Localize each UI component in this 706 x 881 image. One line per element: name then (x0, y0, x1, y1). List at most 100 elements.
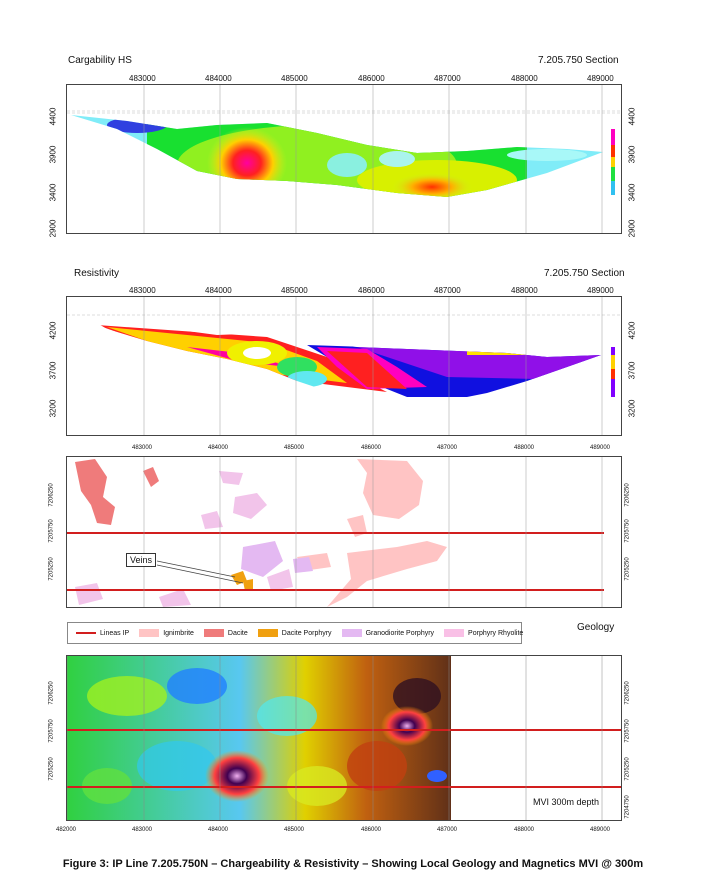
chargeability-title: Cargability HS (68, 55, 132, 66)
mvi-xtick: 482000 (56, 827, 77, 833)
chargeability-xtick: 489000 (587, 74, 614, 83)
resistivity-xtick: 487000 (434, 286, 461, 295)
resistivity-frame (66, 296, 622, 436)
chargeability-ytick: 4400 (48, 107, 58, 126)
mvi-frame (66, 655, 622, 821)
veins-leader-line (156, 560, 236, 578)
legend-label: Lineas IP (100, 629, 130, 637)
resistivity-xtick: 484000 (205, 286, 232, 295)
legend-item: Porphyry Rhyolite (444, 629, 523, 637)
geology-ytick-right: 7206250 (624, 483, 631, 507)
chargeability-ytick-right: 3400 (627, 183, 637, 202)
mvi-xtick: 484000 (208, 827, 229, 833)
resistivity-section-plot (67, 297, 621, 435)
geology-xgrid (143, 457, 603, 607)
chargeability-ytick-right: 3900 (627, 145, 637, 164)
legend-label: Granodiorite Porphyry (365, 629, 435, 637)
chargeability-xtick: 486000 (358, 74, 385, 83)
mvi-depth-label: MVI 300m depth (533, 797, 600, 807)
mvi-xtick: 483000 (132, 827, 153, 833)
resistivity-xtick: 489000 (587, 286, 614, 295)
mvi-ytick-right: 7204750 (624, 795, 631, 819)
geology-ytick: 7206250 (48, 483, 55, 507)
geology-legend: Lineas IP Ignimbrite Dacite Dacite Porph… (67, 622, 523, 644)
chargeability-xtick: 487000 (434, 74, 461, 83)
geology-ytick-right: 7205250 (624, 557, 631, 581)
legend-swatch (257, 629, 278, 637)
mvi-ytick-right: 7205250 (624, 757, 631, 781)
resistivity-title: Resistivity (74, 268, 120, 279)
geology-granodiorite-bodies (241, 541, 313, 577)
chargeability-xtick: 485000 (281, 74, 308, 83)
figure-caption: Figure 3: IP Line 7.205.750N – Chargeabi… (62, 858, 644, 870)
veins-leader-line (156, 564, 244, 584)
legend-swatch (139, 629, 160, 637)
resistivity-bottom-xtick: 487000 (437, 445, 458, 451)
legend-swatch (76, 632, 96, 634)
geology-ytick: 7205750 (48, 519, 55, 543)
mvi-ytick-right: 7205750 (624, 719, 631, 743)
mvi-ytick: 7205750 (48, 719, 55, 743)
chargeability-ytick: 3400 (48, 183, 58, 202)
mvi-ytick: 7205250 (48, 757, 55, 781)
chargeability-xgrid (143, 85, 603, 233)
resistivity-xtick: 485000 (281, 286, 308, 295)
legend-item: Granodiorite Porphyry (341, 629, 435, 637)
resistivity-ytick-right: 3200 (627, 399, 637, 418)
resistivity-bottom-xtick: 484000 (208, 445, 229, 451)
legend-item: Dacite (203, 629, 248, 637)
mvi-xtick: 488000 (514, 827, 535, 833)
mvi-xtick: 487000 (437, 827, 458, 833)
mvi-ytick-right: 7206250 (624, 681, 631, 705)
resistivity-bottom-xtick: 483000 (132, 445, 153, 451)
resistivity-ytick-right: 4200 (627, 321, 637, 340)
chargeability-section-plot (67, 85, 621, 233)
legend-swatch (444, 629, 465, 637)
geology-rhyolite-bodies (75, 471, 293, 607)
chargeability-ytick: 3900 (48, 145, 58, 164)
legend-swatch (341, 629, 362, 637)
legend-label: Ignimbrite (163, 629, 194, 637)
mvi-xgrid (67, 656, 603, 820)
chargeability-section-label: 7.205.750 Section (538, 55, 619, 66)
legend-label: Dacite Porphyry (281, 629, 332, 637)
resistivity-xtick: 488000 (511, 286, 538, 295)
geology-label: Geology (577, 622, 615, 633)
resistivity-ytick: 3200 (48, 399, 58, 418)
geology-map-frame (66, 456, 622, 608)
resistivity-xtick: 483000 (129, 286, 156, 295)
legend-item: Lineas IP (76, 630, 129, 637)
chargeability-xtick: 488000 (511, 74, 538, 83)
chargeability-xtick: 484000 (205, 74, 232, 83)
chargeability-xtick: 483000 (129, 74, 156, 83)
legend-item: Ignimbrite (139, 629, 194, 637)
legend-label: Dacite (227, 629, 248, 637)
legend-item: Dacite Porphyry (257, 629, 332, 637)
resistivity-bottom-xtick: 489000 (590, 445, 611, 451)
mvi-xtick: 486000 (361, 827, 382, 833)
mvi-ytick: 7206250 (48, 681, 55, 705)
resistivity-bottom-xtick: 486000 (361, 445, 382, 451)
veins-callout: Veins (126, 553, 157, 567)
mvi-xtick: 489000 (590, 827, 611, 833)
mvi-xtick: 485000 (284, 827, 305, 833)
mvi-map (67, 656, 621, 820)
geology-ignimbrite-bodies (297, 459, 447, 607)
resistivity-xtick: 486000 (358, 286, 385, 295)
geology-ytick-right: 7205750 (624, 519, 631, 543)
legend-label: Porphyry Rhyolite (468, 629, 524, 637)
chargeability-ytick: 2900 (48, 219, 58, 238)
resistivity-ytick-right: 3700 (627, 361, 637, 380)
resistivity-section-label: 7.205.750 Section (544, 268, 625, 279)
chargeability-ytick-right: 2900 (627, 219, 637, 238)
resistivity-bottom-xtick: 488000 (514, 445, 535, 451)
chargeability-frame (66, 84, 622, 234)
geology-ytick: 7205250 (48, 557, 55, 581)
chargeability-ytick-right: 4400 (627, 107, 637, 126)
resistivity-bottom-xtick: 485000 (284, 445, 305, 451)
legend-swatch (203, 629, 224, 637)
resistivity-ytick: 3700 (48, 361, 58, 380)
resistivity-xgrid (143, 297, 603, 435)
resistivity-ytick: 4200 (48, 321, 58, 340)
geology-dacite-bodies (75, 459, 159, 525)
